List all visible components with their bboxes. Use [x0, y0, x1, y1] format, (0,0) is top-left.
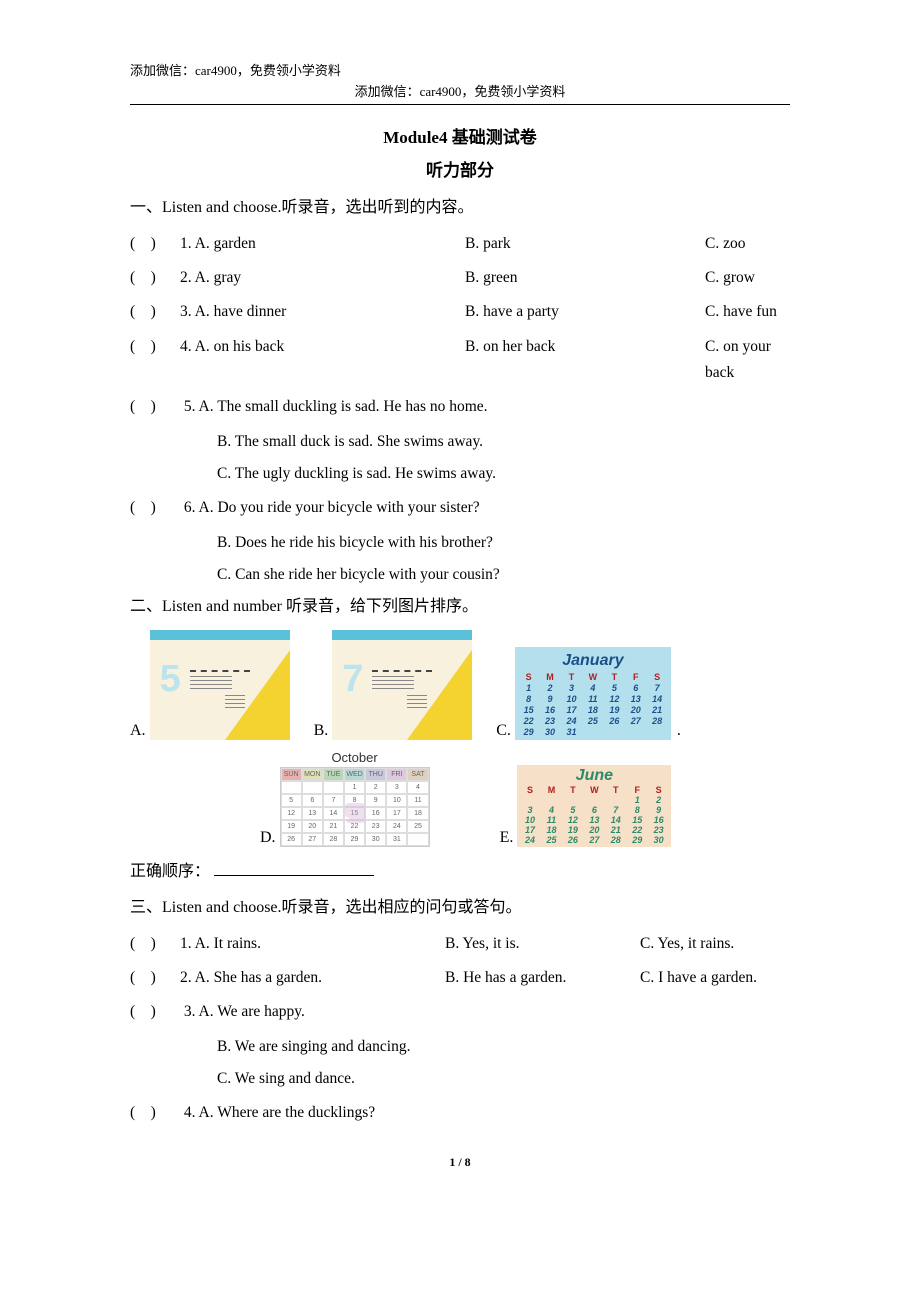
q-number: 1. [180, 235, 195, 252]
calendar-big-number: 7 [342, 658, 363, 701]
s3q2-c: C. I have a garden. [640, 965, 790, 991]
q6-c: C. Can she ride her bicycle with your co… [217, 562, 790, 588]
q-number: 4. [180, 338, 195, 355]
q4-c: C. on your back [705, 334, 790, 387]
section1-head: 一、Listen and choose.听录音，选出听到的内容。 [130, 195, 790, 221]
q3-row: ( ) 3. A. have dinner B. have a party C.… [130, 299, 790, 325]
answer-bracket[interactable]: ( ) [130, 334, 180, 387]
img-label-d: D. [260, 829, 276, 847]
q4-row: ( ) 4. A. on his back B. on her back C. … [130, 334, 790, 387]
page-title: Module4 基础测试卷 [130, 123, 790, 148]
order-label: 正确顺序： [130, 863, 210, 880]
page: 添加微信：car4900，免费领小学资料 添加微信：car4900，免费领小学资… [0, 0, 920, 1210]
calendar-jan-title: January [518, 650, 668, 672]
q4-a: A. on his back [195, 338, 285, 355]
answer-bracket[interactable]: ( ) [130, 1100, 180, 1126]
header-rule [130, 104, 790, 105]
q2-a: A. gray [195, 269, 242, 286]
s3q3-b: B. We are singing and dancing. [217, 1034, 790, 1060]
s3-q4-row: ( ) 4. A. Where are the ducklings? [130, 1100, 790, 1126]
answer-bracket[interactable]: ( ) [130, 495, 180, 521]
q2-b: B. green [465, 265, 705, 291]
s3q3-c: C. We sing and dance. [217, 1066, 790, 1092]
q6-row: ( ) 6. A. Do you ride your bicycle with … [130, 495, 790, 521]
s3-q3-row: ( ) 3. A. We are happy. [130, 999, 790, 1025]
answer-bracket[interactable]: ( ) [130, 965, 180, 991]
q1-row: ( ) 1. A. garden B. park C. zoo [130, 231, 790, 257]
q5-row: ( ) 5. A. The small duckling is sad. He … [130, 394, 790, 420]
img-label-e: E. [500, 829, 514, 847]
calendar-oct-title: October [280, 750, 430, 765]
s3q2-b: B. He has a garden. [445, 965, 640, 991]
section2-head: 二、Listen and number 听录音，给下列图片排序。 [130, 594, 790, 620]
q-number: 2. [180, 969, 195, 986]
section3-head: 三、Listen and choose.听录音，选出相应的问句或答句。 [130, 895, 790, 921]
q2-c: C. grow [705, 265, 790, 291]
image-item-d: D. October SUNMONTUEWEDTHUFRISAT12345678… [260, 750, 430, 847]
image-item-c: C. January SMTWTFS1234567891011121314151… [496, 647, 681, 740]
q5-a: A. The small duckling is sad. He has no … [199, 398, 488, 415]
calendar-big-number: 5 [160, 658, 181, 701]
answer-bracket[interactable]: ( ) [130, 265, 180, 291]
answer-bracket[interactable]: ( ) [130, 999, 180, 1025]
calendar-june-icon: June SMTWTFS1234567891011121314151617181… [517, 765, 671, 847]
s3-q1-row: ( ) 1. A. It rains. B. Yes, it is. C. Ye… [130, 931, 790, 957]
q6-b: B. Does he ride his bicycle with his bro… [217, 530, 790, 556]
q2-row: ( ) 2. A. gray B. green C. grow [130, 265, 790, 291]
q5-c: C. The ugly duckling is sad. He swims aw… [217, 461, 790, 487]
image-row-2: D. October SUNMONTUEWEDTHUFRISAT12345678… [260, 750, 790, 847]
q-number: 4. [184, 1104, 199, 1121]
answer-bracket[interactable]: ( ) [130, 231, 180, 257]
s3q1-b: B. Yes, it is. [445, 931, 640, 957]
s3q2-a: A. She has a garden. [195, 969, 322, 986]
image-item-b: B. 7 [314, 630, 473, 740]
img-label-c: C. [496, 722, 511, 740]
q1-c: C. zoo [705, 231, 790, 257]
q6-a: A. Do you ride your bicycle with your si… [199, 499, 480, 516]
period: . [677, 722, 681, 740]
q-number: 6. [184, 499, 199, 516]
q3-a: A. have dinner [195, 303, 287, 320]
s3q1-c: C. Yes, it rains. [640, 931, 790, 957]
q3-b: B. have a party [465, 299, 705, 325]
q4-b: B. on her back [465, 334, 705, 387]
calendar-month5-icon: 5 [150, 630, 290, 740]
q-number: 5. [184, 398, 199, 415]
s3-q2-row: ( ) 2. A. She has a garden. B. He has a … [130, 965, 790, 991]
header-left-text: 添加微信：car4900，免费领小学资料 [130, 60, 790, 79]
q5-b: B. The small duck is sad. She swims away… [217, 429, 790, 455]
order-line: 正确顺序： [130, 857, 790, 881]
calendar-june-title: June [519, 767, 669, 785]
calendar-month7-icon: 7 [332, 630, 472, 740]
order-answer-blank[interactable] [214, 861, 374, 876]
answer-bracket[interactable]: ( ) [130, 931, 180, 957]
image-row-1: A. 5 B. 7 C. January SMTWTFS1 [130, 630, 790, 740]
q-number: 2. [180, 269, 195, 286]
calendar-january-icon: January SMTWTFS1234567891011121314151617… [515, 647, 671, 740]
q-number: 3. [180, 303, 195, 320]
img-label-b: B. [314, 722, 329, 740]
q3-c: C. have fun [705, 299, 790, 325]
calendar-october-icon: October SUNMONTUEWEDTHUFRISAT12345678910… [280, 750, 430, 847]
image-item-e: E. June SMTWTFS1234567891011121314151617… [500, 765, 672, 847]
header-center-text: 添加微信：car4900，免费领小学资料 [130, 81, 790, 100]
s3q1-a: A. It rains. [195, 935, 261, 952]
s3q4-a: A. Where are the ducklings? [199, 1104, 376, 1121]
q1-b: B. park [465, 231, 705, 257]
q-number: 3. [184, 1003, 199, 1020]
q-number: 1. [180, 935, 195, 952]
q1-a: A. garden [195, 235, 256, 252]
s3q3-a: A. We are happy. [199, 1003, 305, 1020]
answer-bracket[interactable]: ( ) [130, 394, 180, 420]
page-subtitle: 听力部分 [130, 156, 790, 181]
image-item-a: A. 5 [130, 630, 290, 740]
img-label-a: A. [130, 722, 146, 740]
answer-bracket[interactable]: ( ) [130, 299, 180, 325]
page-footer: 1 / 8 [130, 1155, 790, 1170]
